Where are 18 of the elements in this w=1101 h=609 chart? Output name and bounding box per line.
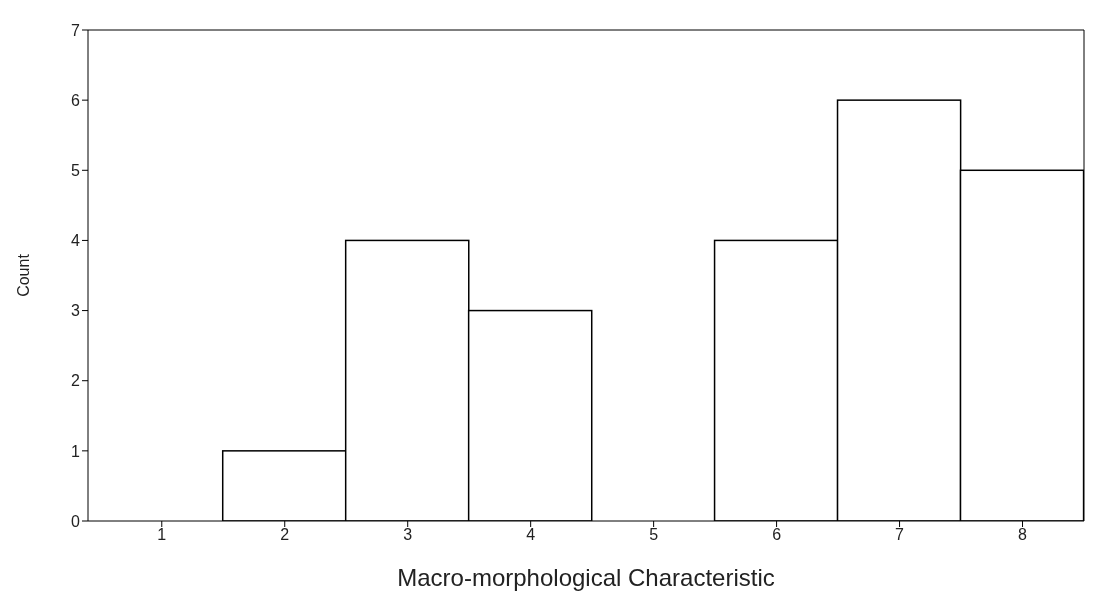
x-tick-label: 2	[280, 526, 290, 544]
x-tick-label: 8	[1018, 526, 1028, 544]
y-tick-label: 3	[71, 302, 81, 320]
y-axis-title: Count	[14, 253, 32, 297]
x-tick-label: 1	[157, 526, 167, 544]
y-tick-label: 0	[71, 512, 81, 530]
y-tick-label: 1	[71, 442, 81, 460]
y-tick-label: 7	[71, 21, 81, 39]
y-tick-label: 4	[71, 232, 81, 250]
x-tick-label: 5	[649, 526, 659, 544]
x-tick-label: 4	[526, 526, 536, 544]
x-axis-title: Macro-morphological Characteristic	[397, 564, 775, 591]
x-tick-label: 7	[895, 526, 905, 544]
x-tick-label: 3	[403, 526, 413, 544]
y-tick-label: 5	[71, 161, 81, 179]
x-tick-label: 6	[772, 526, 782, 544]
y-tick-label: 2	[71, 372, 81, 390]
y-tick-label: 6	[71, 91, 81, 109]
